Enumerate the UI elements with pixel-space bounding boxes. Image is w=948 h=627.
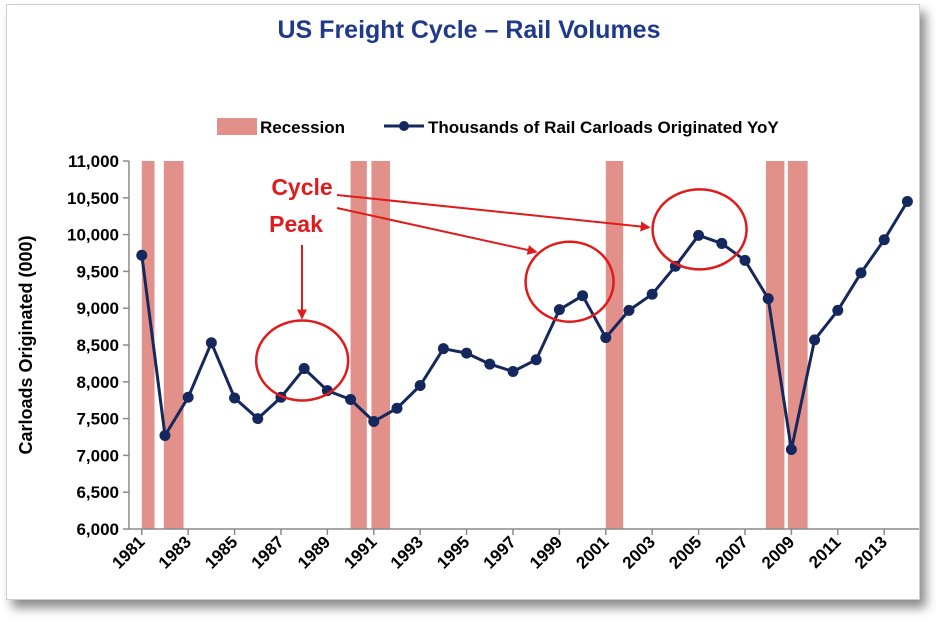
- x-tick-label: 1983: [155, 532, 195, 572]
- data-point-2010: [809, 334, 821, 346]
- x-tick-label: 1991: [340, 532, 380, 572]
- data-point-2014: [901, 195, 913, 207]
- data-point-2003: [646, 288, 658, 300]
- data-point-1996: [484, 358, 496, 370]
- x-tick-label: 1993: [387, 532, 427, 572]
- data-point-2002: [623, 304, 635, 316]
- data-point-1981: [136, 249, 148, 261]
- data-point-2008: [762, 293, 774, 305]
- x-tick-label: 2011: [805, 532, 845, 572]
- recession-band-2: [350, 161, 367, 529]
- x-tick-label: 2001: [572, 532, 612, 572]
- annotation: Cycle Peak: [254, 174, 748, 402]
- data-point-2011: [832, 304, 844, 316]
- x-tick-label: 1995: [433, 532, 473, 572]
- recession-band-6: [787, 161, 808, 529]
- x-tick-label: 1985: [201, 532, 241, 572]
- y-axis-ticks: 6,000 6,500 7,000 7,500 8,000 8,500 9,000 9,500…: [67, 152, 129, 539]
- legend: Recession Thousands of Rail Carloads Ori…: [217, 118, 779, 137]
- x-tick-label: 2007: [712, 532, 752, 572]
- recession-bands: [141, 161, 808, 529]
- x-tick-label: 1987: [248, 532, 288, 572]
- y-tick-label: 9,000: [76, 299, 119, 318]
- x-tick-label: 2005: [665, 532, 705, 572]
- x-axis-ticks: 1981 1983 1985 1987 1989 1991 1993 1995 1997 1999…: [108, 529, 891, 573]
- annotation-line-1: Cycle: [271, 174, 332, 200]
- legend-series-marker: [399, 121, 409, 131]
- data-point-1988: [298, 363, 310, 375]
- chart: US Freight Cycle – Rail Volumes Recessio…: [16, 16, 919, 573]
- y-axis-label: Carloads Originated (000): [16, 235, 36, 454]
- y-tick-label: 9,500: [76, 262, 119, 281]
- legend-recession-label: Recession: [260, 118, 345, 137]
- data-point-2012: [855, 267, 867, 279]
- annotation-arrow-2: [336, 207, 538, 255]
- data-point-1991: [368, 416, 380, 428]
- data-point-2009: [785, 444, 797, 456]
- y-tick-label: 11,000: [68, 152, 119, 171]
- data-point-1982: [159, 430, 171, 442]
- data-point-1992: [391, 402, 403, 414]
- x-tick-label: 1997: [480, 532, 520, 572]
- data-point-1986: [252, 413, 264, 425]
- chart-frame: US Freight Cycle – Rail Volumes Recessio…: [6, 4, 920, 600]
- y-tick-label: 10,500: [67, 189, 119, 208]
- x-tick-label: 1999: [526, 532, 566, 572]
- y-tick-label: 8,500: [76, 336, 119, 355]
- data-point-2007: [739, 254, 751, 266]
- y-tick-label: 7,500: [76, 410, 119, 429]
- y-tick-label: 6,000: [76, 520, 119, 539]
- data-point-2005: [693, 229, 705, 241]
- recession-band-1: [163, 161, 184, 529]
- x-tick-label: 2003: [619, 532, 659, 572]
- data-point-1995: [461, 347, 473, 359]
- data-point-2013: [878, 234, 890, 246]
- y-tick-label: 6,500: [76, 483, 119, 502]
- series-line: [140, 200, 909, 451]
- recession-band-3: [371, 161, 391, 529]
- data-point-1990: [345, 393, 357, 405]
- data-point-1999: [553, 304, 565, 316]
- data-point-1985: [229, 392, 241, 404]
- data-point-1983: [182, 391, 194, 403]
- annotation-arrow-1: [336, 194, 651, 232]
- data-point-1993: [414, 379, 426, 391]
- x-tick-label: 2013: [851, 532, 891, 572]
- y-tick-label: 7,000: [76, 446, 119, 465]
- data-point-1984: [205, 337, 217, 349]
- y-tick-label: 10,000: [67, 226, 119, 245]
- data-point-2001: [600, 332, 612, 344]
- peak-highlight-1988: [254, 319, 350, 402]
- chart-title: US Freight Cycle – Rail Volumes: [278, 16, 661, 44]
- peak-highlight-2005: [651, 188, 748, 271]
- recession-band-4: [605, 161, 624, 529]
- data-point-2000: [577, 290, 589, 302]
- data-point-1997: [507, 365, 519, 377]
- x-tick-label: 1989: [294, 532, 334, 572]
- x-tick-label: 2009: [758, 532, 798, 572]
- legend-recession-swatch: [217, 118, 257, 135]
- peak-highlight-2000: [524, 240, 615, 323]
- data-point-1998: [530, 354, 542, 366]
- data-point-1994: [437, 343, 449, 355]
- data-point-2006: [716, 237, 728, 249]
- legend-series-label: Thousands of Rail Carloads Originated Yo…: [428, 118, 779, 137]
- annotation-line-2: Peak: [269, 211, 323, 237]
- y-tick-label: 8,000: [76, 373, 119, 392]
